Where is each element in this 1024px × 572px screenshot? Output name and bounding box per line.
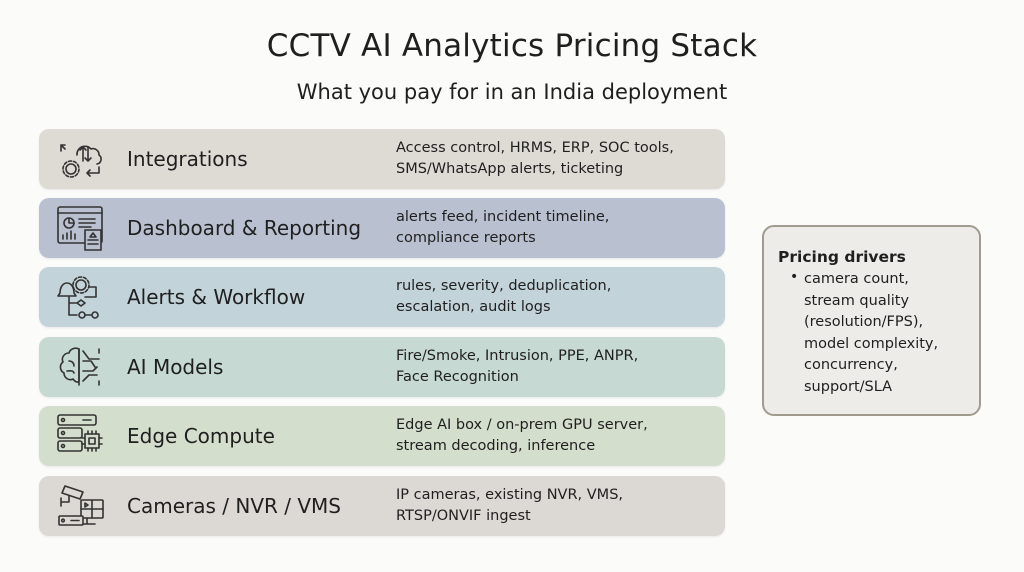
- pricing-drivers-heading: Pricing drivers: [778, 248, 906, 266]
- server-chip-icon: [55, 412, 107, 460]
- diagram-title: CCTV AI Analytics Pricing Stack: [266, 28, 758, 64]
- bullet-icon: •: [790, 269, 799, 285]
- layer-description: IP cameras, existing NVR, VMS, RTSP/ONVI…: [396, 487, 624, 524]
- pricing-drivers-box: Pricing drivers • camera count, stream q…: [762, 225, 981, 416]
- dashboard-report-icon: [55, 204, 107, 252]
- layer-description: rules, severity, deduplication, escalati…: [396, 278, 612, 315]
- layer-integrations: Integrations Access control, HRMS, ERP, …: [39, 129, 725, 189]
- cloud-gear-sync-icon: [55, 135, 107, 183]
- layer-name: Integrations: [127, 147, 248, 171]
- layer-name: Cameras / NVR / VMS: [127, 494, 341, 518]
- layer-description: Access control, HRMS, ERP, SOC tools, SM…: [396, 140, 674, 177]
- layer-description: Edge AI box / on-prem GPU server, stream…: [396, 417, 648, 454]
- layer-edge-compute: Edge Compute Edge AI box / on-prem GPU s…: [39, 406, 725, 466]
- layer-name: Edge Compute: [127, 424, 275, 448]
- layer-ai-models: AI Models Fire/Smoke, Intrusion, PPE, AN…: [39, 337, 725, 397]
- layer-description: alerts feed, incident timeline, complian…: [396, 209, 610, 246]
- pricing-drivers-item: camera count, stream quality (resolution…: [804, 271, 939, 395]
- bell-workflow-icon: [55, 273, 107, 321]
- layer-name: Dashboard & Reporting: [127, 216, 362, 240]
- layer-description: Fire/Smoke, Intrusion, PPE, ANPR, Face R…: [396, 348, 639, 385]
- layer-name: AI Models: [127, 355, 224, 379]
- layer-cameras-nvr-vms: Cameras / NVR / VMS IP cameras, existing…: [39, 476, 725, 536]
- layer-dashboard-reporting: Dashboard & Reporting alerts feed, incid…: [39, 198, 725, 258]
- diagram-subtitle: What you pay for in an India deployment: [296, 80, 728, 104]
- brain-circuit-icon: [55, 343, 107, 391]
- layer-name: Alerts & Workflow: [127, 285, 306, 309]
- camera-nvr-icon: [55, 482, 107, 530]
- layer-alerts-workflow: Alerts & Workflow rules, severity, dedup…: [39, 267, 725, 327]
